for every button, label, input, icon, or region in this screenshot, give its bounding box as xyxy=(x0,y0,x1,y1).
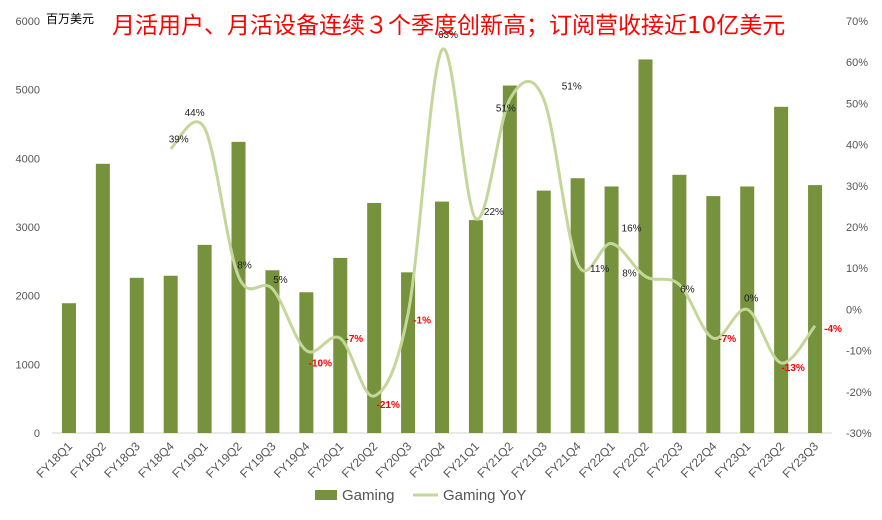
y-right-tick-label: 50% xyxy=(846,98,868,110)
bar-gaming xyxy=(468,220,483,433)
bar-gaming xyxy=(95,163,110,433)
bar-gaming xyxy=(163,275,178,433)
x-tick-label: FY19Q2 xyxy=(203,439,245,481)
bar-gaming xyxy=(333,257,348,433)
bar-gaming xyxy=(265,270,280,433)
bar-gaming xyxy=(129,277,144,433)
bar-gaming xyxy=(706,196,721,433)
yoy-data-label: -21% xyxy=(376,400,399,411)
x-tick-label: FY20Q4 xyxy=(407,439,449,481)
bar-gaming xyxy=(536,190,551,433)
unit-label: 百万美元 xyxy=(46,12,95,26)
x-tick-label: FY22Q4 xyxy=(678,439,720,481)
yoy-data-label: -1% xyxy=(413,316,431,327)
bar-gaming xyxy=(367,202,382,433)
y-right-tick-label: -10% xyxy=(846,346,872,358)
yoy-data-label: -13% xyxy=(781,363,804,374)
bar-gaming xyxy=(502,85,517,434)
yoy-data-label: 6% xyxy=(680,285,695,296)
bar-gaming xyxy=(638,59,653,433)
bar-gaming xyxy=(570,178,585,433)
y-left-tick-label: 5000 xyxy=(16,85,40,97)
yoy-data-label: -7% xyxy=(345,334,363,345)
x-tick-label: FY23Q2 xyxy=(746,439,788,481)
x-tick-label: FY20Q3 xyxy=(373,439,415,481)
y-left-tick-label: 4000 xyxy=(16,153,40,165)
bar-gaming xyxy=(231,141,246,433)
x-tick-label: FY21Q4 xyxy=(542,439,584,481)
y-right-tick-label: 20% xyxy=(846,222,868,234)
yoy-data-label: 8% xyxy=(622,268,637,279)
y-right-tick-label: 30% xyxy=(846,181,868,193)
yoy-data-label: 44% xyxy=(185,108,205,119)
yoy-data-label: 51% xyxy=(496,103,516,114)
y-right-tick-label: -20% xyxy=(846,387,872,399)
y-left-tick-label: 1000 xyxy=(16,359,40,371)
bar-gaming xyxy=(808,185,823,433)
x-tick-label: FY19Q3 xyxy=(237,439,279,481)
yoy-data-label: 5% xyxy=(273,275,288,286)
x-tick-label: FY20Q1 xyxy=(305,439,347,481)
yoy-data-label: -7% xyxy=(718,334,736,345)
bar-gaming xyxy=(774,106,789,433)
bar-gaming xyxy=(299,292,314,433)
bar-gaming xyxy=(197,244,212,433)
x-tick-label: FY22Q1 xyxy=(576,439,618,481)
yoy-data-label: 11% xyxy=(590,264,609,275)
yoy-data-label: 8% xyxy=(237,260,252,271)
y-left-tick-label: 3000 xyxy=(16,222,40,234)
y-right-tick-label: 10% xyxy=(846,263,868,275)
x-tick-label: FY23Q3 xyxy=(780,439,822,481)
y-left-tick-label: 6000 xyxy=(16,16,40,28)
x-tick-label: FY22Q3 xyxy=(644,439,686,481)
yoy-data-label: -4% xyxy=(824,324,842,335)
x-tick-label: FY18Q3 xyxy=(101,439,143,481)
y-right-tick-label: 0% xyxy=(846,304,862,316)
legend-label-gaming: Gaming xyxy=(342,487,395,504)
yoy-data-label: 0% xyxy=(744,293,759,304)
x-tick-label: FY20Q2 xyxy=(339,439,381,481)
x-tick-label: FY21Q1 xyxy=(441,439,483,481)
yoy-data-label: 51% xyxy=(562,81,582,92)
bar-gaming xyxy=(604,186,619,433)
x-tick-label: FY23Q1 xyxy=(712,439,754,481)
bar-gaming xyxy=(672,174,687,433)
chart-title: 月活用户、月活设备连续３个季度创新高；订阅营收接近10亿美元 xyxy=(112,13,786,39)
legend-label-gaming-yoy: Gaming YoY xyxy=(443,487,526,504)
bar-gaming xyxy=(435,201,449,433)
line-gaming-yoy xyxy=(169,47,817,398)
x-tick-label: FY18Q2 xyxy=(67,439,109,481)
bar-gaming xyxy=(401,272,416,433)
legend-swatch-gaming xyxy=(315,490,337,500)
x-tick-label: FY21Q3 xyxy=(508,439,550,481)
x-tick-label: FY18Q4 xyxy=(135,439,177,481)
yoy-data-label: 63% xyxy=(438,30,458,41)
y-right-tick-label: 40% xyxy=(846,140,868,152)
y-left-tick-label: 0 xyxy=(34,428,40,440)
x-tick-label: FY19Q4 xyxy=(271,439,313,481)
x-tick-label: FY18Q1 xyxy=(34,439,76,481)
x-tick-label: FY19Q1 xyxy=(169,439,211,481)
y-left-tick-label: 2000 xyxy=(16,291,40,303)
y-right-tick-label: 70% xyxy=(846,16,868,28)
y-right-tick-label: -30% xyxy=(846,428,872,440)
yoy-data-label: -10% xyxy=(309,359,332,370)
yoy-data-label: 16% xyxy=(622,223,642,234)
y-right-tick-label: 60% xyxy=(846,57,868,69)
yoy-data-label: 39% xyxy=(169,135,189,146)
bar-gaming xyxy=(61,303,76,433)
yoy-data-label: 22% xyxy=(484,207,504,218)
x-tick-label: FY22Q2 xyxy=(610,439,652,481)
x-tick-label: FY21Q2 xyxy=(474,439,516,481)
